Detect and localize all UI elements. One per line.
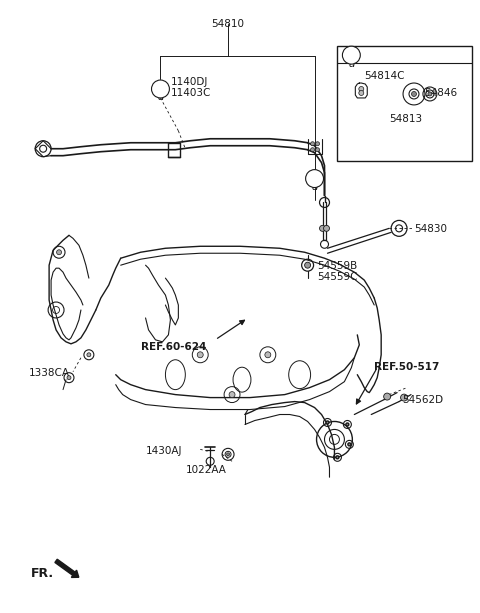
Text: REF.60-624: REF.60-624 — [141, 342, 206, 352]
Text: 1430AJ: 1430AJ — [145, 446, 182, 456]
Circle shape — [229, 392, 235, 398]
Text: REF.50-517: REF.50-517 — [374, 362, 440, 371]
Text: 54830: 54830 — [414, 224, 447, 234]
Circle shape — [315, 148, 320, 151]
Circle shape — [342, 46, 360, 64]
Text: 1140DJ: 1140DJ — [170, 77, 208, 87]
Circle shape — [359, 86, 364, 91]
Circle shape — [320, 226, 325, 231]
Text: 54813: 54813 — [389, 114, 422, 124]
Circle shape — [326, 421, 329, 424]
Text: 1022AA: 1022AA — [185, 465, 226, 475]
Circle shape — [384, 393, 391, 400]
Text: 54559C: 54559C — [318, 272, 358, 282]
Bar — [337, 46, 472, 161]
Circle shape — [306, 170, 324, 188]
Circle shape — [311, 148, 314, 151]
Circle shape — [197, 352, 203, 358]
Circle shape — [359, 91, 364, 96]
Text: a: a — [157, 93, 164, 102]
Circle shape — [401, 394, 408, 401]
Circle shape — [67, 376, 71, 379]
Circle shape — [305, 262, 311, 268]
FancyArrow shape — [55, 559, 79, 577]
Text: 54559B: 54559B — [318, 261, 358, 271]
Circle shape — [324, 226, 329, 231]
Text: 11403C: 11403C — [170, 88, 211, 98]
Circle shape — [152, 80, 169, 98]
Text: FR.: FR. — [31, 567, 54, 580]
Circle shape — [227, 453, 229, 456]
Text: 54562D: 54562D — [402, 395, 443, 405]
Circle shape — [315, 142, 320, 146]
Text: 54814C: 54814C — [364, 71, 405, 81]
Text: 54846: 54846 — [424, 88, 457, 98]
Circle shape — [336, 456, 339, 459]
Text: 54810: 54810 — [212, 19, 245, 29]
Circle shape — [411, 91, 417, 96]
Circle shape — [348, 443, 351, 446]
Circle shape — [428, 92, 432, 96]
Circle shape — [57, 249, 61, 255]
Text: a: a — [312, 182, 318, 192]
Circle shape — [87, 353, 91, 357]
Text: 1338CA: 1338CA — [29, 368, 70, 378]
Circle shape — [346, 423, 349, 426]
Circle shape — [265, 352, 271, 358]
Text: a: a — [348, 59, 355, 69]
Circle shape — [311, 142, 314, 146]
